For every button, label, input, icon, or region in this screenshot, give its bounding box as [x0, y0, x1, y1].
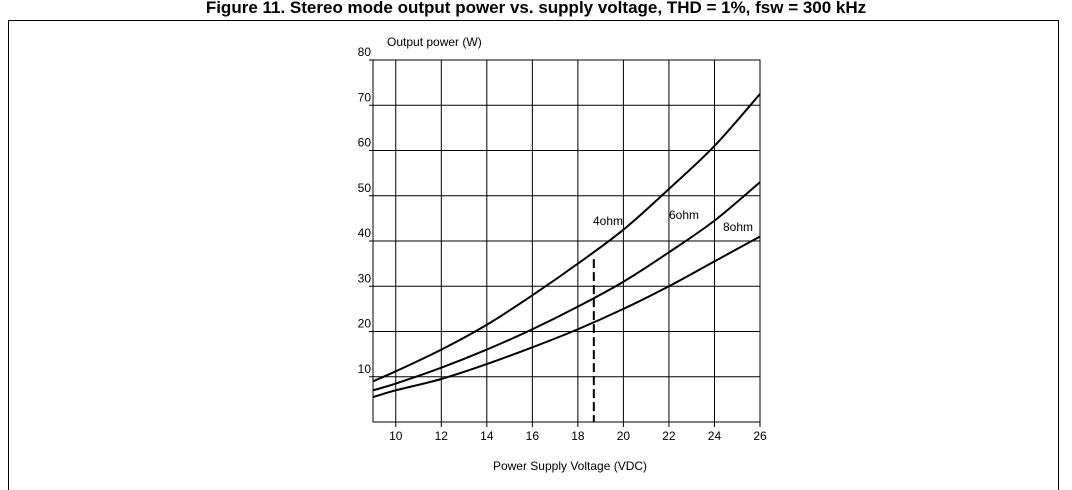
x-tick-label: 12	[435, 429, 449, 443]
y-tick-label: 80	[358, 45, 372, 59]
x-tick-label: 24	[708, 429, 722, 443]
axes	[369, 59, 761, 427]
y-tick-label: 40	[358, 226, 372, 240]
figure-frame	[8, 20, 1059, 490]
x-tick-label: 16	[526, 429, 540, 443]
series-labels: 4ohm 6ohm 8ohm	[593, 208, 753, 234]
series-label-8ohm: 8ohm	[723, 220, 753, 234]
x-axis-title: Power Supply Voltage (VDC)	[493, 459, 647, 473]
tick-labels: 10 12 14 16 18 20 22 24 26 10 20 30 40 50 60 70 80	[358, 45, 767, 443]
x-tick-label: 18	[571, 429, 585, 443]
x-tick-label: 10	[389, 429, 403, 443]
y-tick-label: 50	[358, 181, 372, 195]
x-tick-label: 14	[480, 429, 494, 443]
x-tick-label: 22	[662, 429, 676, 443]
y-tick-label: 60	[358, 136, 372, 150]
y-tick-label: 20	[358, 317, 372, 331]
series-lines	[372, 93, 761, 399]
x-tick-label: 26	[753, 429, 767, 443]
y-tick-label: 70	[358, 90, 372, 104]
series-line-4ohm	[372, 93, 761, 383]
series-line-8ohm	[372, 235, 761, 399]
series-line-6ohm	[372, 181, 761, 392]
series-label-6ohm: 6ohm	[669, 208, 699, 222]
grid	[373, 60, 760, 422]
series-label-4ohm: 4ohm	[593, 214, 623, 228]
y-tick-label: 30	[358, 271, 372, 285]
y-tick-label: 10	[358, 362, 372, 376]
y-axis-title: Output power (W)	[387, 35, 482, 49]
x-tick-label: 20	[617, 429, 631, 443]
figure-title: Figure 11. Stereo mode output power vs. …	[205, 0, 867, 17]
